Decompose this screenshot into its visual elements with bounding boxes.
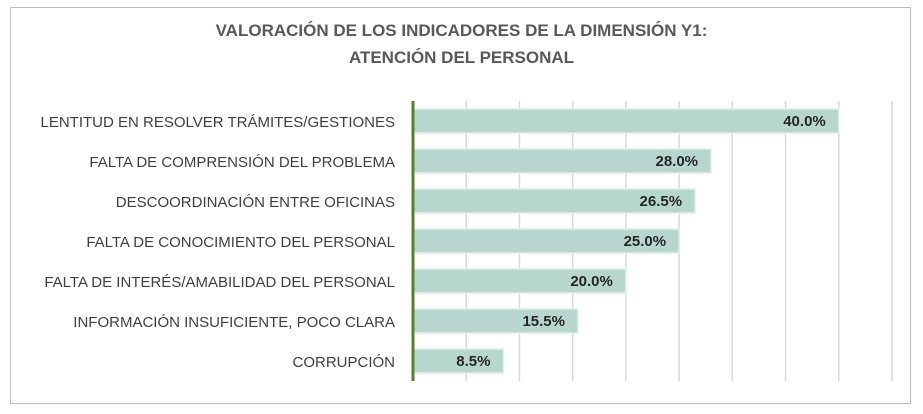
chart-subtitle: ATENCIÓN DEL PERSONAL xyxy=(348,48,575,67)
bar xyxy=(412,348,505,374)
category-label: CORRUPCIÓN xyxy=(292,354,395,371)
category-label: FALTA DE CONOCIMIENTO DEL PERSONAL xyxy=(86,234,395,251)
data-label: 40.0% xyxy=(783,113,826,130)
data-label: 8.5% xyxy=(456,353,490,370)
bar xyxy=(412,228,680,254)
category-label: FALTA DE INTERÉS/AMABILIDAD DEL PERSONAL xyxy=(44,274,395,291)
data-label: 26.5% xyxy=(640,193,683,210)
chart-title: VALORACIÓN DE LOS INDICADORES DE LA DIME… xyxy=(215,21,708,40)
category-label: LENTITUD EN RESOLVER TRÁMITES/GESTIONES xyxy=(40,114,395,131)
bar xyxy=(412,188,696,214)
category-label: FALTA DE COMPRENSIÓN DEL PROBLEMA xyxy=(89,154,395,171)
bar xyxy=(412,148,712,174)
data-label: 15.5% xyxy=(522,313,565,330)
category-label: INFORMACIÓN INSUFICIENTE, POCO CLARA xyxy=(73,314,395,331)
data-label: 25.0% xyxy=(624,233,667,250)
data-label: 28.0% xyxy=(655,153,698,170)
bar xyxy=(412,308,579,334)
data-label: 20.0% xyxy=(570,273,613,290)
chart-frame xyxy=(10,7,911,404)
bar xyxy=(412,268,627,294)
category-label: DESCOORDINACIÓN ENTRE OFICINAS xyxy=(116,194,395,211)
bar xyxy=(412,108,840,134)
